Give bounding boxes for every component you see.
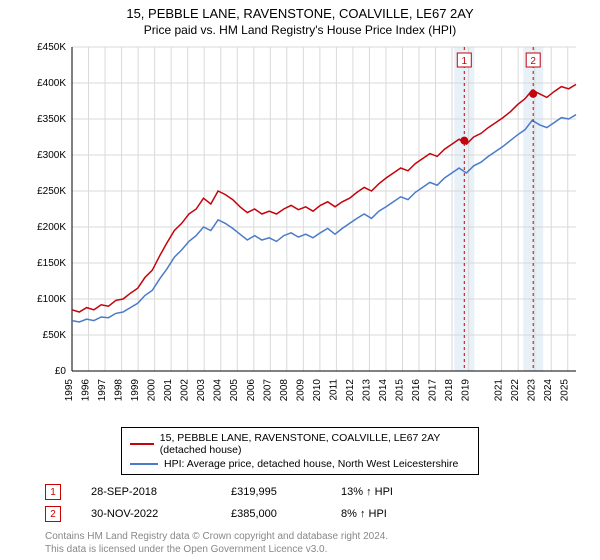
svg-text:1997: 1997 xyxy=(97,379,108,402)
svg-text:2015: 2015 xyxy=(394,379,405,402)
sale-date: 30-NOV-2022 xyxy=(91,508,201,520)
sale-pct: 13% ↑ HPI xyxy=(341,486,421,498)
sale-date: 28-SEP-2018 xyxy=(91,486,201,498)
svg-text:£100K: £100K xyxy=(37,294,66,305)
footer-line: Contains HM Land Registry data © Crown c… xyxy=(45,531,555,544)
legend-item: 15, PEBBLE LANE, RAVENSTONE, COALVILLE, … xyxy=(130,431,470,457)
svg-text:£250K: £250K xyxy=(37,186,66,197)
svg-text:1995: 1995 xyxy=(64,379,75,402)
sale-price: £319,995 xyxy=(231,486,311,498)
svg-text:1996: 1996 xyxy=(81,379,92,402)
svg-text:1: 1 xyxy=(462,56,468,67)
sale-price: £385,000 xyxy=(231,508,311,520)
svg-text:2004: 2004 xyxy=(213,379,224,402)
svg-text:2024: 2024 xyxy=(543,379,554,402)
table-row: 2 30-NOV-2022 £385,000 8% ↑ HPI xyxy=(45,503,555,525)
legend-item: HPI: Average price, detached house, Nort… xyxy=(130,457,470,471)
chart-subtitle: Price paid vs. HM Land Registry's House … xyxy=(144,23,456,37)
svg-text:2010: 2010 xyxy=(312,379,323,402)
legend-swatch xyxy=(130,463,158,465)
svg-text:£200K: £200K xyxy=(37,222,66,233)
svg-text:£400K: £400K xyxy=(37,78,66,89)
svg-text:2016: 2016 xyxy=(411,379,422,402)
svg-text:2009: 2009 xyxy=(295,379,306,402)
svg-text:2023: 2023 xyxy=(527,379,538,402)
legend-label: HPI: Average price, detached house, Nort… xyxy=(164,458,458,470)
footer-line: This data is licensed under the Open Gov… xyxy=(45,544,555,557)
svg-text:2011: 2011 xyxy=(328,379,339,401)
svg-text:2012: 2012 xyxy=(345,379,356,402)
svg-text:2008: 2008 xyxy=(279,379,290,402)
svg-text:2: 2 xyxy=(530,56,536,67)
legend: 15, PEBBLE LANE, RAVENSTONE, COALVILLE, … xyxy=(121,427,479,475)
svg-text:£0: £0 xyxy=(55,366,67,377)
svg-text:2005: 2005 xyxy=(229,379,240,402)
svg-text:2013: 2013 xyxy=(361,379,372,402)
svg-text:£350K: £350K xyxy=(37,114,66,125)
svg-text:2025: 2025 xyxy=(560,379,571,402)
svg-text:£450K: £450K xyxy=(37,42,66,53)
table-row: 1 28-SEP-2018 £319,995 13% ↑ HPI xyxy=(45,481,555,503)
legend-label: 15, PEBBLE LANE, RAVENSTONE, COALVILLE, … xyxy=(160,432,470,456)
price-chart: £0 £50K £100K £150K £200K £250K £300K £350K £400… xyxy=(24,41,584,421)
chart-title: 15, PEBBLE LANE, RAVENSTONE, COALVILLE, … xyxy=(126,6,473,21)
svg-text:2022: 2022 xyxy=(510,379,521,402)
svg-text:1999: 1999 xyxy=(130,379,141,402)
svg-text:2002: 2002 xyxy=(180,379,191,402)
svg-text:2014: 2014 xyxy=(378,379,389,402)
svg-text:2000: 2000 xyxy=(147,379,158,402)
legend-swatch xyxy=(130,443,154,445)
svg-text:1998: 1998 xyxy=(114,379,125,402)
sales-table: 1 28-SEP-2018 £319,995 13% ↑ HPI 2 30-NO… xyxy=(45,481,555,525)
svg-text:£50K: £50K xyxy=(43,330,67,341)
svg-text:2003: 2003 xyxy=(196,379,207,402)
svg-text:2021: 2021 xyxy=(494,379,505,402)
svg-text:2019: 2019 xyxy=(461,379,472,402)
svg-text:£150K: £150K xyxy=(37,258,66,269)
marker-badge: 1 xyxy=(45,484,61,500)
svg-text:£300K: £300K xyxy=(37,150,66,161)
sale-pct: 8% ↑ HPI xyxy=(341,508,421,520)
svg-text:2006: 2006 xyxy=(246,379,257,402)
svg-text:2001: 2001 xyxy=(163,379,174,402)
svg-text:2017: 2017 xyxy=(428,379,439,402)
svg-text:2018: 2018 xyxy=(444,379,455,402)
marker-badge: 2 xyxy=(45,506,61,522)
footer: Contains HM Land Registry data © Crown c… xyxy=(45,531,555,556)
svg-text:2007: 2007 xyxy=(262,379,273,402)
